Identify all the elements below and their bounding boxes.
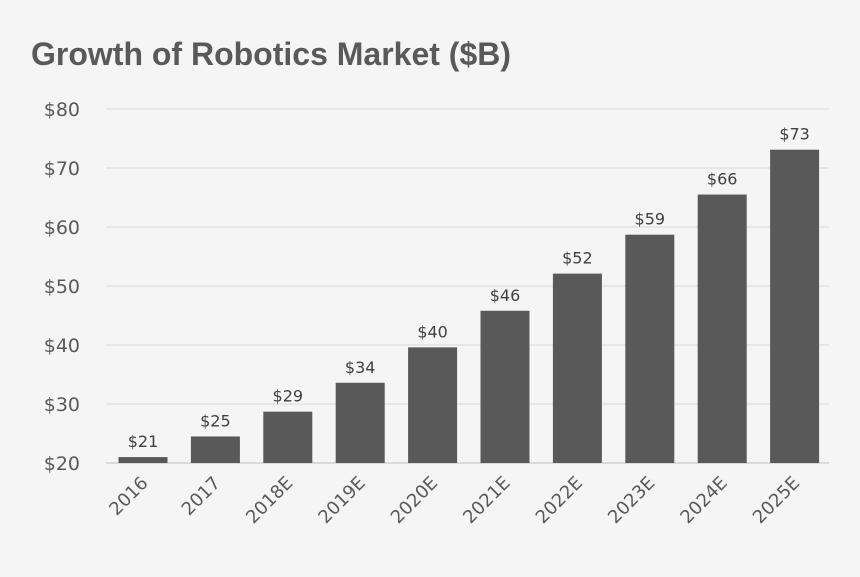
data-label: $52 [562,249,593,268]
bar-2024e [697,194,747,464]
data-label: $29 [273,387,304,406]
bars [118,149,820,464]
x-tick-label: 2017 [178,473,225,520]
y-tick-label: $70 [44,158,80,180]
data-label: $46 [490,286,521,305]
data-labels: $21 $25 $29 $34 $40 $46 $52 $59 $66 $73 [128,125,810,451]
y-tick-label: $80 [44,99,80,121]
x-tick-label: 2018E [242,473,297,528]
y-tick-label: $50 [44,276,80,298]
x-tick-label: 2024E [676,473,731,528]
data-label: $25 [200,411,231,430]
x-tick-label: 2016 [105,473,152,520]
y-tick-label: $30 [44,394,80,416]
data-label: $40 [417,322,448,341]
chart-title: Growth of Robotics Market ($B) [31,36,512,72]
x-tick-label: 2019E [314,473,369,528]
bar-2021e [480,310,530,463]
bar-2017 [190,436,240,463]
bar-2020e [408,347,458,463]
bar-2016 [118,457,168,463]
data-label: $73 [779,125,810,144]
data-label: $59 [635,210,666,229]
bar-2023e [625,234,675,463]
x-tick-label: 2021E [459,473,514,528]
y-tick-label: $60 [44,217,80,239]
x-tick-label: 2022E [532,473,587,528]
data-label: $66 [707,170,738,189]
bar-2022e [552,273,602,463]
bar-2018e [263,411,313,463]
x-tick-label: 2025E [749,473,804,528]
bar-2019e [335,382,385,463]
y-tick-label: $20 [44,453,80,475]
x-tick-label: 2020E [387,473,442,528]
y-axis-ticks: $20 $30 $40 $50 $60 $70 $80 [44,99,80,475]
bar-2025e [770,149,820,463]
data-label: $21 [128,432,159,451]
x-tick-label: 2023E [604,473,659,528]
x-axis-ticks: 2016 2017 2018E 2019E 2020E 2021E 2022E 2023E 20… [105,473,804,528]
y-tick-label: $40 [44,335,80,357]
data-label: $34 [345,358,376,377]
